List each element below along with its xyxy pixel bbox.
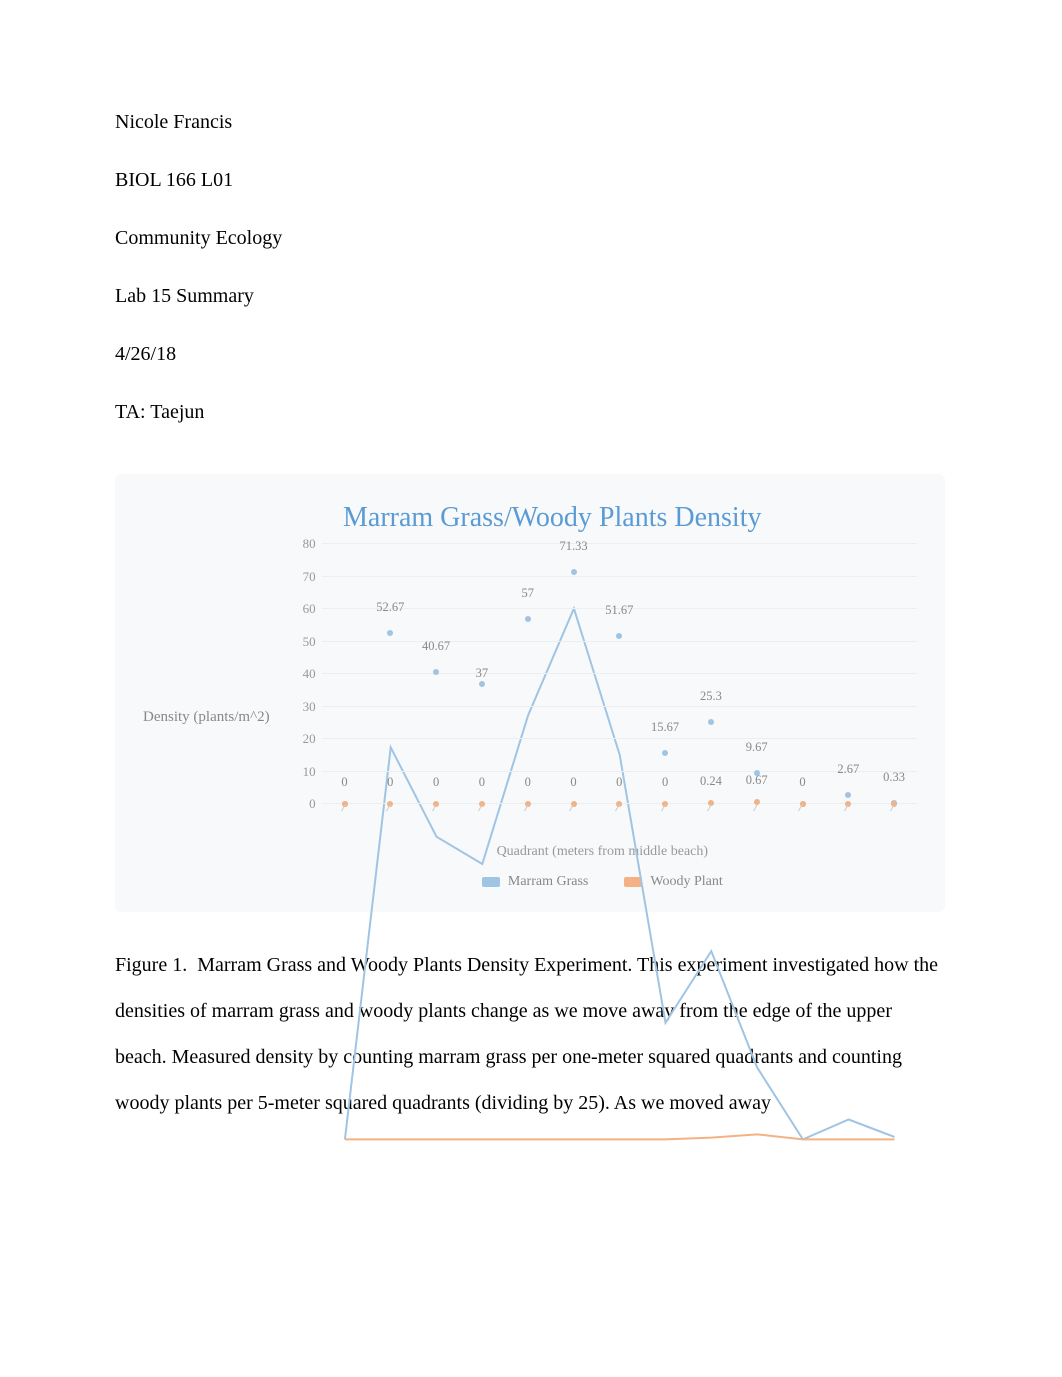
chart-x-tick (322, 804, 368, 838)
lab-line: Lab 15 Summary (115, 284, 947, 308)
chart-x-tick-mark (341, 804, 346, 811)
chart-x-tick-mark (798, 804, 803, 811)
chart-y-tick: 10 (303, 764, 316, 780)
chart-x-tick (551, 804, 597, 838)
chart-x-tick-mark (386, 804, 391, 811)
chart-data-point (845, 792, 851, 798)
chart-data-label: 40.67 (422, 639, 450, 654)
chart-x-tick (367, 804, 413, 838)
chart-data-label: 9.67 (746, 740, 768, 755)
chart-y-tick: 30 (303, 699, 316, 715)
chart-data-point (662, 750, 668, 756)
chart-data-label: 0 (387, 775, 393, 790)
chart-gridline (322, 673, 917, 674)
chart-plot-column: 01020304050607080 52.6740.67375771.3351.… (288, 544, 917, 890)
chart-y-ticks: 01020304050607080 (288, 544, 322, 804)
chart-x-tick-mark (569, 804, 574, 811)
chart-data-label: 0 (616, 775, 622, 790)
chart-y-tick: 0 (309, 796, 316, 812)
chart-y-tick: 80 (303, 536, 316, 552)
chart-data-point (479, 681, 485, 687)
chart-plot-area: 01020304050607080 52.6740.67375771.3351.… (288, 544, 917, 804)
chart-data-point (616, 633, 622, 639)
chart-body: Density (plants/m^2) 01020304050607080 5… (143, 544, 917, 890)
chart-x-tick (596, 804, 642, 838)
chart-data-label: 0 (433, 775, 439, 790)
chart-x-tick-mark (753, 804, 758, 811)
chart-x-tick (825, 804, 871, 838)
topic-line: Community Ecology (115, 226, 947, 250)
chart-data-label: 15.67 (651, 720, 679, 735)
chart-x-tick (413, 804, 459, 838)
chart-x-tick-mark (844, 804, 849, 811)
density-chart: Marram Grass/Woody Plants Density Densit… (115, 474, 945, 912)
chart-gridline (322, 706, 917, 707)
chart-gridline (322, 576, 917, 577)
author-name: Nicole Francis (115, 110, 947, 134)
chart-y-tick: 20 (303, 731, 316, 747)
chart-gridline (322, 771, 917, 772)
chart-title: Marram Grass/Woody Plants Density (343, 502, 917, 534)
chart-x-tick-mark (432, 804, 437, 811)
chart-x-tick-mark (707, 804, 712, 811)
chart-x-tick (688, 804, 734, 838)
chart-gridline (322, 543, 917, 544)
chart-x-tick-mark (890, 804, 895, 811)
chart-x-tick (780, 804, 826, 838)
chart-x-ticks (322, 804, 917, 838)
chart-y-tick: 60 (303, 601, 316, 617)
chart-data-label: 0 (570, 775, 576, 790)
chart-data-point (433, 669, 439, 675)
chart-data-label: 0 (799, 775, 805, 790)
chart-data-label: 0 (662, 775, 668, 790)
chart-data-label: 0.67 (746, 773, 768, 788)
chart-x-tick (459, 804, 505, 838)
chart-y-tick: 40 (303, 666, 316, 682)
chart-y-tick: 70 (303, 569, 316, 585)
document-page: Nicole Francis BIOL 166 L01 Community Ec… (0, 0, 1062, 1377)
chart-data-label: 2.67 (837, 762, 859, 777)
chart-data-label: 0 (479, 775, 485, 790)
chart-data-label: 25.3 (700, 689, 722, 704)
figure-prefix: Figure 1. (115, 954, 187, 976)
chart-data-label: 0 (525, 775, 531, 790)
chart-data-label: 51.67 (605, 603, 633, 618)
chart-data-label: 52.67 (376, 600, 404, 615)
chart-data-label: 0 (341, 775, 347, 790)
chart-gridline (322, 641, 917, 642)
chart-x-tick (871, 804, 917, 838)
chart-x-tick-mark (615, 804, 620, 811)
date-line: 4/26/18 (115, 342, 947, 366)
chart-series-line (345, 609, 895, 1140)
chart-data-point (571, 569, 577, 575)
ta-line: TA: Taejun (115, 400, 947, 424)
chart-plot-inner: 52.6740.67375771.3351.6715.6725.39.672.6… (322, 544, 917, 804)
course-code: BIOL 166 L01 (115, 168, 947, 192)
chart-data-label: 0.24 (700, 774, 722, 789)
chart-x-tick (505, 804, 551, 838)
chart-x-tick-mark (524, 804, 529, 811)
chart-data-label: 0.33 (883, 770, 905, 785)
chart-y-axis-label: Density (plants/m^2) (143, 709, 270, 726)
chart-gridline (322, 738, 917, 739)
chart-data-point (525, 616, 531, 622)
chart-data-point (387, 630, 393, 636)
chart-x-tick-mark (661, 804, 666, 811)
chart-x-tick (642, 804, 688, 838)
chart-x-tick-mark (478, 804, 483, 811)
chart-data-label: 57 (521, 586, 534, 601)
chart-data-label: 37 (476, 666, 489, 681)
chart-y-tick: 50 (303, 634, 316, 650)
chart-data-point (708, 719, 714, 725)
chart-data-label: 71.33 (559, 539, 587, 554)
chart-x-tick (734, 804, 780, 838)
